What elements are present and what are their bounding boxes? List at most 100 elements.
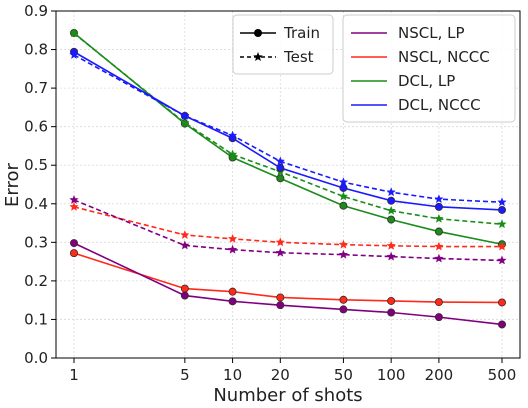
series-dcl-nccctest bbox=[69, 49, 507, 207]
data-point bbox=[69, 28, 79, 38]
data-point bbox=[338, 249, 349, 259]
data-point bbox=[434, 313, 443, 322]
data-point bbox=[339, 183, 348, 192]
legend-label: Train bbox=[283, 24, 320, 42]
data-point bbox=[275, 156, 286, 166]
x-axis-label: Number of shots bbox=[213, 385, 362, 406]
series-line bbox=[73, 54, 503, 204]
legend-label: DCL, LP bbox=[398, 72, 455, 90]
legend-label: NSCL, NCCC bbox=[398, 48, 490, 66]
legend-label: DCL, NCCC bbox=[398, 96, 481, 114]
series-line bbox=[73, 206, 502, 248]
data-point bbox=[69, 201, 79, 211]
data-point bbox=[180, 291, 189, 300]
y-tick-label: 0.6 bbox=[24, 118, 48, 136]
series-nscl-lptrain bbox=[70, 239, 506, 329]
data-point bbox=[434, 213, 444, 223]
series-layer bbox=[69, 28, 507, 329]
data-point bbox=[387, 308, 396, 317]
legend-label: NSCL, LP bbox=[398, 24, 465, 42]
data-point bbox=[180, 110, 190, 120]
data-point bbox=[497, 298, 506, 307]
y-tick-label: 0.4 bbox=[24, 195, 48, 213]
data-point bbox=[69, 49, 79, 59]
data-point bbox=[497, 255, 507, 265]
x-tick-label: 50 bbox=[334, 366, 353, 384]
data-point bbox=[228, 297, 237, 306]
data-point bbox=[276, 163, 285, 172]
data-point bbox=[497, 219, 507, 229]
x-tick-label: 100 bbox=[377, 366, 406, 384]
data-point bbox=[276, 174, 285, 183]
data-point bbox=[227, 244, 238, 254]
data-point bbox=[434, 202, 443, 211]
x-tick-label: 10 bbox=[223, 366, 242, 384]
data-point bbox=[275, 237, 286, 247]
data-point bbox=[339, 201, 348, 210]
y-tick-label: 0.2 bbox=[24, 272, 48, 290]
y-tick-label: 0.3 bbox=[24, 233, 48, 251]
series-line bbox=[73, 32, 503, 246]
data-point bbox=[386, 205, 396, 215]
data-point bbox=[387, 215, 396, 224]
x-tick-label: 1 bbox=[69, 366, 79, 384]
data-point bbox=[386, 240, 396, 250]
series-nscl-nccctrain bbox=[70, 249, 506, 307]
data-point bbox=[497, 205, 506, 214]
data-point bbox=[276, 293, 285, 302]
data-point bbox=[180, 240, 190, 250]
data-point bbox=[275, 247, 286, 257]
data-point bbox=[227, 149, 238, 159]
data-point bbox=[180, 230, 190, 240]
y-tick-label: 0.7 bbox=[24, 79, 48, 97]
data-point bbox=[497, 320, 506, 329]
data-point bbox=[180, 117, 190, 127]
legend-marker bbox=[254, 29, 262, 37]
data-point bbox=[497, 197, 507, 207]
data-point bbox=[434, 227, 443, 236]
legend-box bbox=[342, 14, 516, 123]
data-point bbox=[434, 241, 444, 251]
series-line bbox=[73, 32, 503, 226]
data-point bbox=[180, 284, 189, 293]
data-point bbox=[339, 295, 348, 304]
data-point bbox=[276, 301, 285, 310]
legend-marker bbox=[253, 52, 263, 62]
data-point bbox=[434, 298, 443, 307]
data-point bbox=[338, 239, 349, 249]
y-tick-label: 0.8 bbox=[24, 41, 48, 59]
data-point bbox=[338, 177, 349, 187]
legend-label: Test bbox=[283, 48, 314, 66]
data-point bbox=[70, 239, 79, 248]
axis-ticks: 0.0 0.1 0.2 0.3 0.4 0.5 0.6 0.7 0.8 0.9 1 5 10 20 50 10… bbox=[24, 2, 516, 384]
y-tick-label: 0.0 bbox=[24, 349, 48, 367]
data-point bbox=[497, 241, 507, 251]
series-line bbox=[73, 242, 503, 326]
y-tick-label: 0.5 bbox=[24, 156, 48, 174]
y-tick-label: 0.9 bbox=[24, 2, 48, 20]
data-point bbox=[387, 196, 396, 205]
data-point bbox=[227, 130, 238, 140]
x-tick-label: 200 bbox=[425, 366, 454, 384]
data-point bbox=[228, 287, 237, 296]
series-line bbox=[73, 51, 503, 211]
data-point bbox=[339, 305, 348, 314]
data-point bbox=[386, 251, 396, 261]
series-line bbox=[73, 252, 503, 304]
data-point bbox=[69, 194, 79, 204]
series-nscl-lptest bbox=[69, 194, 507, 265]
y-tick-label: 0.1 bbox=[24, 310, 48, 328]
data-point bbox=[387, 296, 396, 305]
y-axis-label: Error bbox=[2, 162, 23, 206]
series-nscl-nccctest bbox=[69, 201, 507, 251]
data-point bbox=[434, 194, 444, 204]
plot-frame bbox=[55, 10, 521, 359]
data-point bbox=[434, 253, 444, 263]
data-point bbox=[386, 187, 396, 197]
legend-methods: NSCL, LP NSCL, NCCC DCL, LP DCL, NCCC bbox=[342, 14, 516, 123]
x-tick-label: 20 bbox=[271, 366, 290, 384]
data-point bbox=[338, 191, 349, 201]
x-tick-label: 5 bbox=[180, 366, 190, 384]
data-point bbox=[70, 249, 79, 258]
